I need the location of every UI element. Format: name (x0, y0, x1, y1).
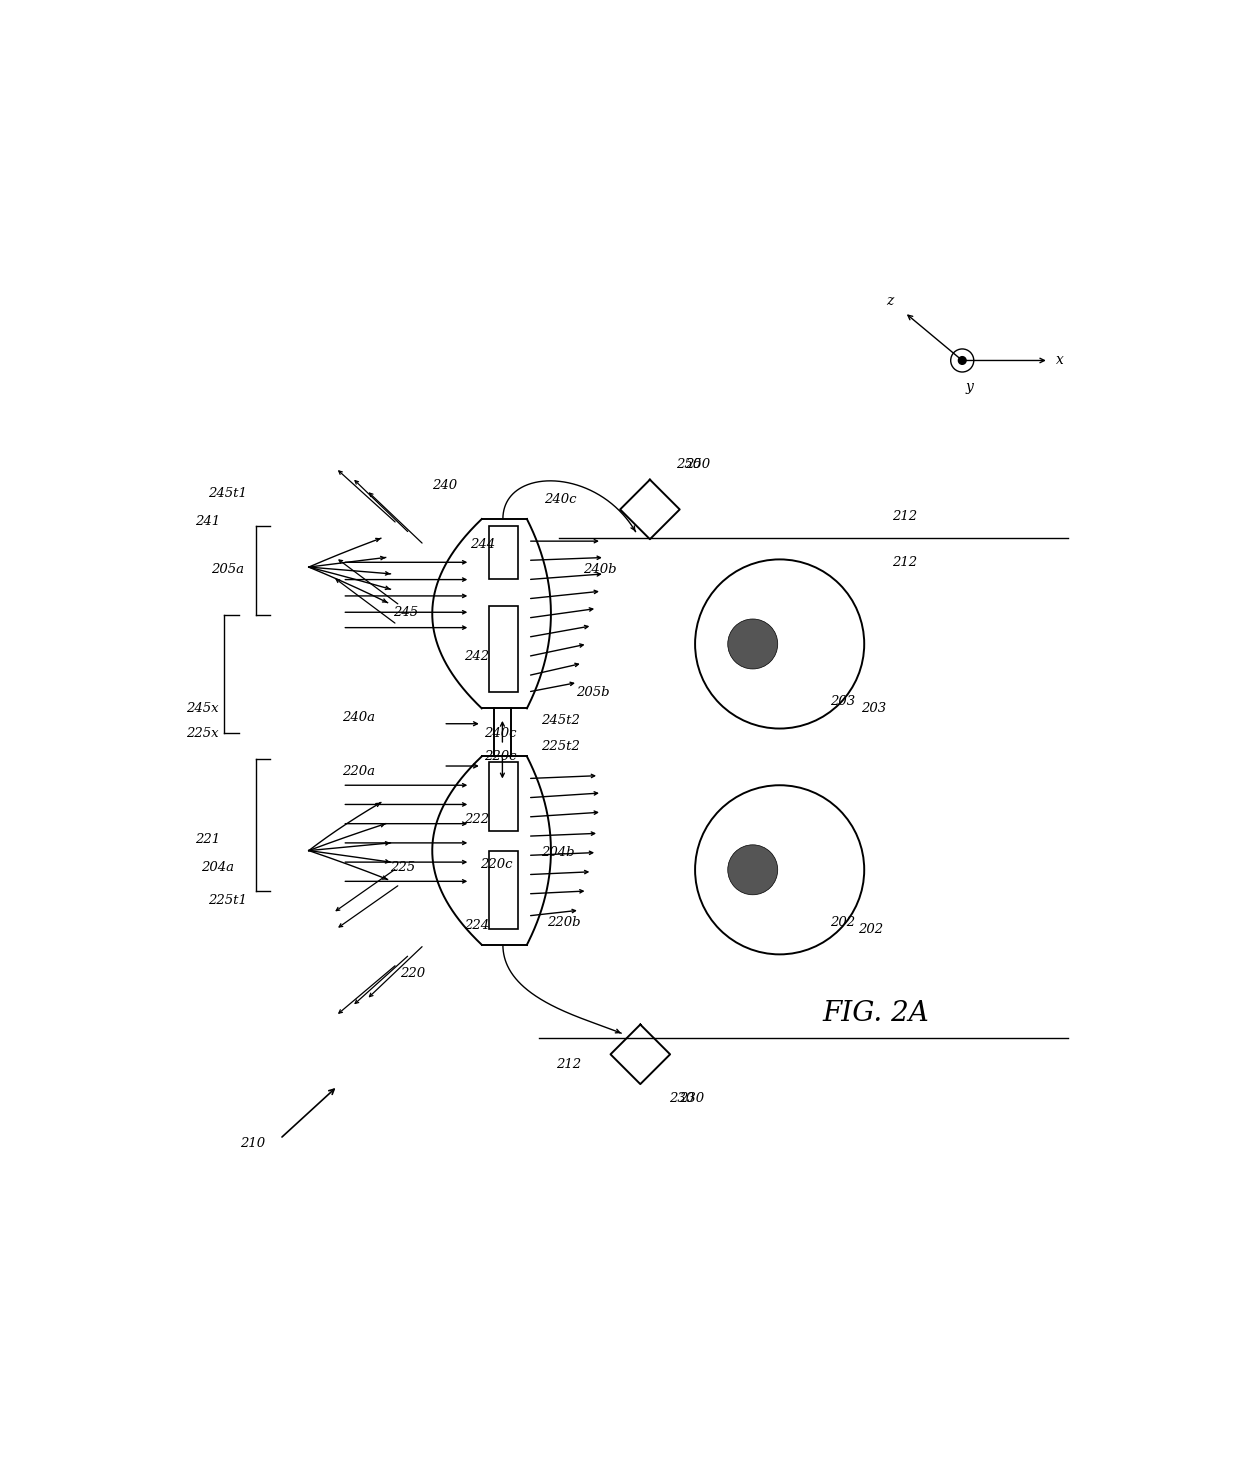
Text: 204a: 204a (201, 861, 234, 875)
Text: 203: 203 (830, 695, 854, 708)
Bar (490, 606, 518, 692)
Text: 202: 202 (830, 916, 854, 929)
Text: 205b: 205b (575, 686, 610, 699)
Text: 225t1: 225t1 (208, 894, 247, 907)
Text: 220: 220 (401, 968, 425, 979)
Text: z: z (887, 294, 894, 308)
Text: 212: 212 (556, 1059, 580, 1071)
Text: 230: 230 (678, 1092, 704, 1105)
Bar (490, 763, 518, 832)
Text: 240c: 240c (484, 727, 516, 740)
Text: 220b: 220b (547, 916, 580, 929)
Text: 220c: 220c (480, 858, 512, 872)
Text: 240c: 240c (544, 493, 577, 506)
Text: 212: 212 (892, 510, 918, 522)
Text: y: y (966, 381, 973, 394)
Text: 250: 250 (686, 457, 711, 471)
Text: 240b: 240b (583, 563, 616, 577)
Text: 245t1: 245t1 (208, 487, 247, 500)
Text: x: x (1056, 354, 1064, 367)
Text: 220c: 220c (484, 749, 516, 763)
Text: 245x: 245x (186, 702, 218, 715)
Text: 225: 225 (391, 861, 415, 875)
Text: 204b: 204b (542, 847, 575, 858)
Text: 250: 250 (676, 457, 701, 471)
Text: 245: 245 (393, 606, 418, 618)
Text: 220a: 220a (342, 766, 376, 779)
Text: 225x: 225x (186, 727, 218, 740)
Text: 244: 244 (470, 538, 495, 552)
Text: 240a: 240a (342, 711, 376, 724)
Circle shape (728, 620, 777, 670)
Text: 203: 203 (862, 702, 887, 715)
Bar (490, 525, 518, 578)
Text: 225t2: 225t2 (542, 740, 580, 754)
Text: 245t2: 245t2 (542, 714, 580, 727)
Text: 210: 210 (239, 1137, 264, 1151)
Text: 242: 242 (465, 650, 490, 662)
Text: 205a: 205a (211, 563, 244, 577)
Text: 222: 222 (465, 813, 490, 826)
Text: 240: 240 (432, 479, 456, 491)
Text: 212: 212 (892, 556, 918, 569)
Bar (490, 851, 518, 929)
Circle shape (728, 845, 777, 895)
Text: 230: 230 (670, 1092, 694, 1105)
Text: FIG. 2A: FIG. 2A (822, 1000, 929, 1028)
Circle shape (959, 357, 966, 364)
Text: 241: 241 (196, 515, 221, 528)
Text: 221: 221 (196, 832, 221, 845)
Text: 224: 224 (465, 919, 490, 932)
Text: 202: 202 (858, 923, 884, 935)
